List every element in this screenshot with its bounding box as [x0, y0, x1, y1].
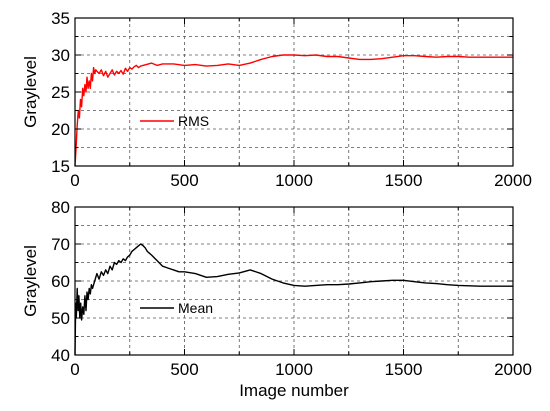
legend-label: RMS — [178, 113, 209, 129]
y-tick-label: 80 — [51, 198, 70, 217]
x-tick-label: 1500 — [385, 171, 423, 190]
chart-panel-1: 0 500 1000 1500 2000 15 20 25 30 35 Graylevel RMS — [21, 9, 532, 190]
x-tick-label: 0 — [70, 171, 79, 190]
y-tick-label: 70 — [51, 235, 70, 254]
series-line-rms — [74, 54, 513, 167]
y-tick-label: 20 — [51, 120, 70, 139]
y-axis-title: Graylevel — [21, 245, 40, 317]
y-tick-label: 15 — [51, 157, 70, 176]
x-axis-title: Image number — [239, 381, 349, 400]
chart-panel-2: 0 500 1000 1500 2000 40 50 60 70 80 Graylevel Image… — [21, 198, 532, 400]
y-tick-label: 30 — [51, 46, 70, 65]
x-tick-label: 500 — [170, 360, 198, 379]
y-axis-title: Graylevel — [21, 56, 40, 128]
y-tick-label: 60 — [51, 272, 70, 291]
plot-frame — [74, 206, 514, 356]
legend-label: Mean — [178, 300, 213, 316]
series-line-mean — [74, 243, 513, 356]
x-tick-label: 1000 — [275, 171, 313, 190]
x-tick-label: 2000 — [494, 171, 532, 190]
legend: RMS — [140, 113, 209, 129]
legend: Mean — [140, 300, 213, 316]
plot-frame — [74, 17, 514, 167]
x-tick-label: 500 — [170, 171, 198, 190]
y-tick-label: 25 — [51, 83, 70, 102]
y-tick-label: 40 — [51, 346, 70, 365]
x-tick-label: 0 — [70, 360, 79, 379]
x-tick-label: 1000 — [275, 360, 313, 379]
y-tick-label: 35 — [51, 9, 70, 28]
x-tick-label: 2000 — [494, 360, 532, 379]
y-tick-label: 50 — [51, 309, 70, 328]
x-tick-label: 1500 — [385, 360, 423, 379]
